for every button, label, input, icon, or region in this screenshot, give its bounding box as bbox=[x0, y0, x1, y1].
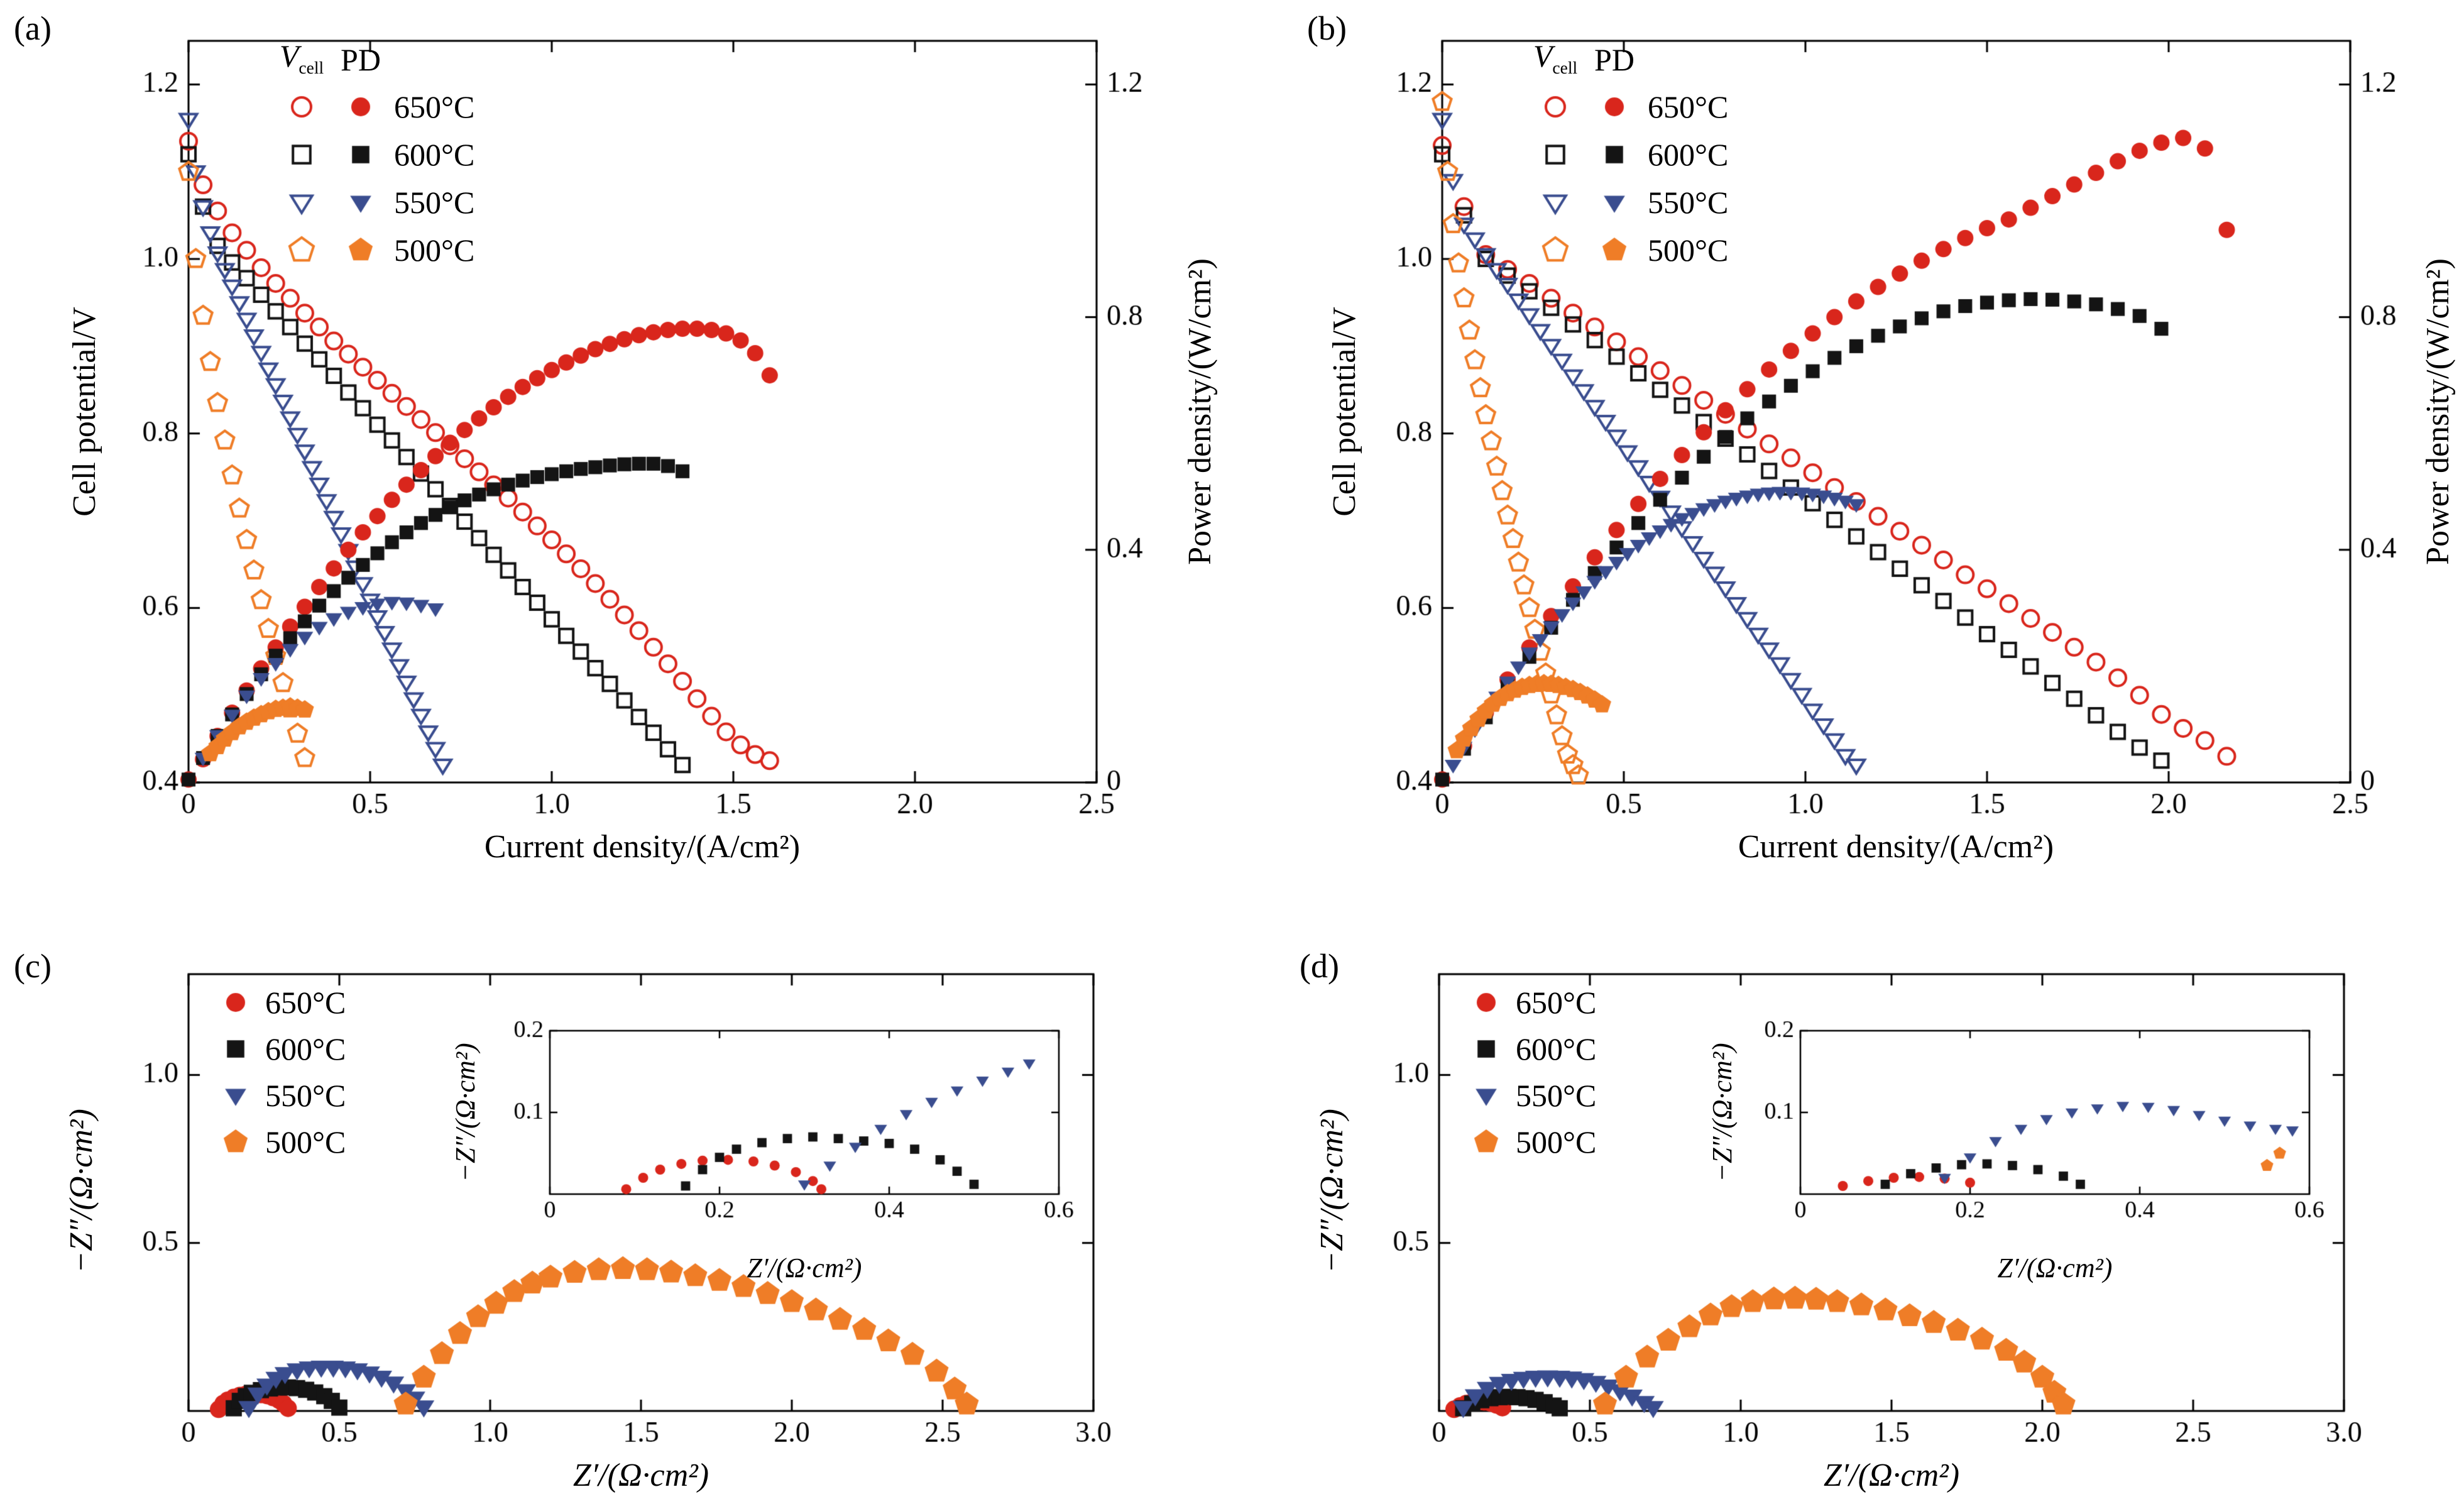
circle-open-swatch-icon bbox=[286, 91, 317, 123]
square-filled-swatch-icon bbox=[1470, 1033, 1502, 1065]
circle-filled-swatch-icon bbox=[1470, 987, 1502, 1018]
legend-row-600°C: 600°C bbox=[1540, 131, 1728, 178]
legend-row-550°C: 550°C bbox=[1470, 1072, 1596, 1119]
panel-b-xaxis-title: Current density/(A/cm²) bbox=[1738, 829, 2054, 865]
tridown-filled-swatch-icon bbox=[345, 187, 376, 218]
legend-label: 500°C bbox=[394, 233, 475, 268]
legend-label: 550°C bbox=[394, 185, 475, 220]
tridown-filled-swatch-icon bbox=[220, 1080, 251, 1111]
pentagon-filled-swatch-icon bbox=[1470, 1126, 1502, 1158]
legend-row-500°C: 500°C bbox=[220, 1119, 346, 1165]
legend-label: 550°C bbox=[1516, 1078, 1597, 1113]
legend-row-600°C: 600°C bbox=[220, 1026, 346, 1072]
legend-row-600°C: 600°C bbox=[286, 131, 474, 178]
legend-vcell-header: Vcell bbox=[1533, 38, 1578, 77]
panel-a-legend: Vcell PD 650°C 600°C 550°C 500°C bbox=[279, 38, 474, 274]
circle-filled-swatch-icon bbox=[1599, 91, 1630, 123]
legend-label: 500°C bbox=[1648, 233, 1729, 268]
legend-label: 600°C bbox=[1648, 137, 1729, 172]
legend-label: 500°C bbox=[265, 1124, 346, 1160]
pentagon-filled-swatch-icon bbox=[220, 1126, 251, 1158]
legend-header: Vcell PD bbox=[279, 38, 474, 78]
legend-row-550°C: 550°C bbox=[1540, 178, 1728, 226]
panel-d-yaxis-title: −Z″/(Ω·cm²) bbox=[1314, 1109, 1350, 1273]
legend-row-600°C: 600°C bbox=[1470, 1026, 1596, 1072]
legend-row-550°C: 550°C bbox=[220, 1072, 346, 1119]
legend-pd-header: PD bbox=[1594, 42, 1634, 77]
legend-row-650°C: 650°C bbox=[1540, 83, 1728, 131]
tridown-open-swatch-icon bbox=[286, 187, 317, 218]
pentagon-open-swatch-icon bbox=[1540, 234, 1571, 266]
pentagon-open-swatch-icon bbox=[286, 234, 317, 266]
panel-a-left-yaxis-title: Cell potential/V bbox=[67, 307, 102, 517]
square-filled-swatch-icon bbox=[1599, 139, 1630, 170]
panel-d-inset-yaxis-title: −Z″/(Ω·cm²) bbox=[1707, 1043, 1738, 1182]
panel-d-inset-xaxis-title: Z′/(Ω·cm²) bbox=[1997, 1253, 2113, 1283]
circle-filled-swatch-icon bbox=[220, 987, 251, 1018]
panel-c-yaxis-title: −Z″/(Ω·cm²) bbox=[63, 1109, 99, 1273]
legend-pd-header: PD bbox=[341, 42, 381, 77]
square-filled-swatch-icon bbox=[345, 139, 376, 170]
legend-label: 650°C bbox=[1648, 89, 1729, 124]
legend-label: 650°C bbox=[1516, 985, 1597, 1020]
circle-filled-swatch-icon bbox=[345, 91, 376, 123]
panel-c-inset-xaxis-title: Z′/(Ω·cm²) bbox=[747, 1253, 862, 1283]
circle-open-swatch-icon bbox=[1540, 91, 1571, 123]
panel-a-letter: (a) bbox=[14, 9, 52, 47]
panel-c-legend: 650°C 600°C 550°C 500°C bbox=[220, 979, 346, 1165]
panel-b-left-yaxis-title: Cell potential/V bbox=[1327, 307, 1362, 517]
legend-label: 550°C bbox=[265, 1078, 346, 1113]
panel-b-right-yaxis-title: Power density/(W/cm²) bbox=[2420, 258, 2456, 565]
pentagon-filled-swatch-icon bbox=[345, 234, 376, 266]
legend-row-550°C: 550°C bbox=[286, 178, 474, 226]
tridown-open-swatch-icon bbox=[1540, 187, 1571, 218]
legend-vcell-header: Vcell bbox=[279, 38, 324, 77]
legend-label: 650°C bbox=[394, 89, 475, 124]
panel-c-xaxis-title: Z′/(Ω·cm²) bbox=[572, 1457, 709, 1493]
panel-b-legend: Vcell PD 650°C 600°C 550°C 500°C bbox=[1533, 38, 1728, 274]
legend-label: 650°C bbox=[265, 985, 346, 1020]
legend-label: 550°C bbox=[1648, 185, 1729, 220]
panel-d-legend: 650°C 600°C 550°C 500°C bbox=[1470, 979, 1596, 1165]
panel-d-xaxis-title: Z′/(Ω·cm²) bbox=[1823, 1457, 1960, 1493]
tridown-filled-swatch-icon bbox=[1599, 187, 1630, 218]
tridown-filled-swatch-icon bbox=[1470, 1080, 1502, 1111]
legend-row-650°C: 650°C bbox=[286, 83, 474, 131]
legend-label: 600°C bbox=[394, 137, 475, 172]
legend-row-500°C: 500°C bbox=[286, 226, 474, 274]
legend-label: 600°C bbox=[1516, 1031, 1597, 1067]
panel-a-xaxis-title: Current density/(A/cm²) bbox=[484, 829, 801, 865]
legend-row-650°C: 650°C bbox=[1470, 979, 1596, 1026]
panel-c-letter: (c) bbox=[14, 947, 52, 985]
square-filled-swatch-icon bbox=[220, 1033, 251, 1065]
legend-row-500°C: 500°C bbox=[1540, 226, 1728, 274]
legend-label: 600°C bbox=[265, 1031, 346, 1067]
legend-row-650°C: 650°C bbox=[220, 979, 346, 1026]
pentagon-filled-swatch-icon bbox=[1599, 234, 1630, 266]
panel-a-right-yaxis-title: Power density/(W/cm²) bbox=[1182, 258, 1218, 565]
legend-label: 500°C bbox=[1516, 1124, 1597, 1160]
panel-b-letter: (b) bbox=[1307, 9, 1347, 47]
square-open-swatch-icon bbox=[286, 139, 317, 170]
legend-row-500°C: 500°C bbox=[1470, 1119, 1596, 1165]
legend-header: Vcell PD bbox=[1533, 38, 1728, 78]
square-open-swatch-icon bbox=[1540, 139, 1571, 170]
panel-c-inset-yaxis-title: −Z″/(Ω·cm²) bbox=[450, 1043, 481, 1182]
panel-d-letter: (d) bbox=[1300, 947, 1339, 985]
